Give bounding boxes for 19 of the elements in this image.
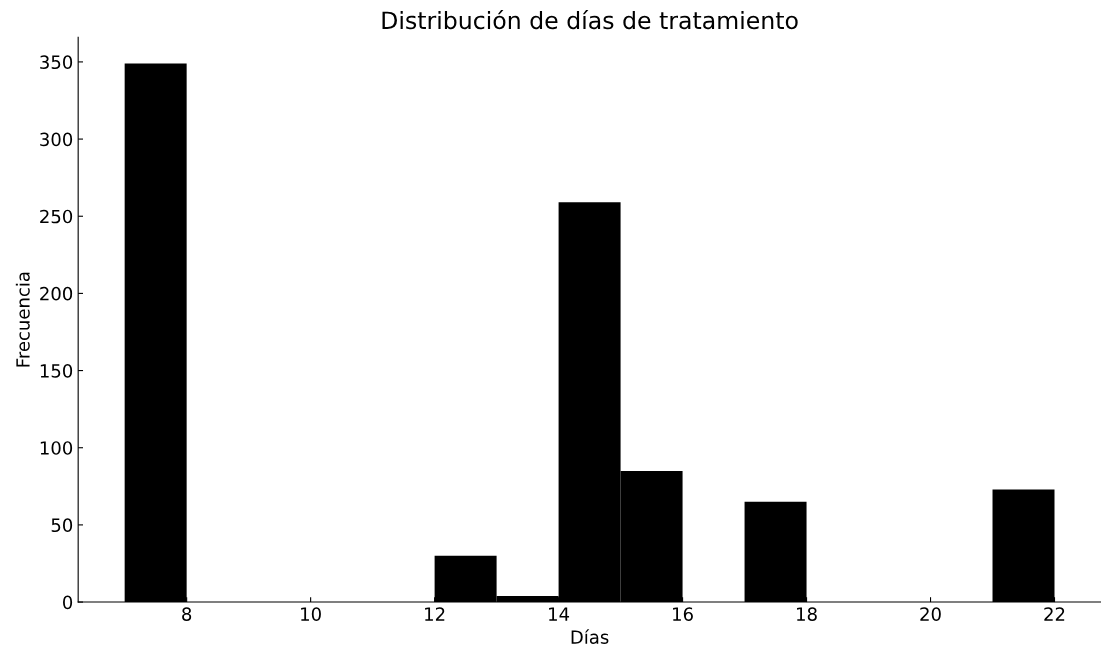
x-tick-label: 20 [920,607,941,621]
y-tick-label: 250 [40,209,73,224]
y-tick-label: 350 [40,55,73,70]
chart-title: Distribución de días de tratamiento [382,10,798,30]
y-tick-label: 150 [40,364,73,378]
x-tick-label: 16 [673,607,693,621]
y-tick-label: 300 [40,132,73,147]
y-axis-title: Frecuencia [15,272,30,367]
y-tick-label: 200 [40,286,73,301]
x-tick-label: 8 [182,607,192,621]
x-axis-title: Días [571,629,609,644]
x-tick-label: 22 [1044,607,1065,621]
x-tick-label: 18 [797,607,817,621]
x-tick-label: 14 [549,607,570,621]
x-tick-label: 10 [301,607,321,621]
x-tick-label: 12 [425,607,445,621]
y-tick-label: 100 [40,441,73,455]
y-tick-label: 50 [51,518,73,533]
y-tick-label: 0 [63,595,73,610]
